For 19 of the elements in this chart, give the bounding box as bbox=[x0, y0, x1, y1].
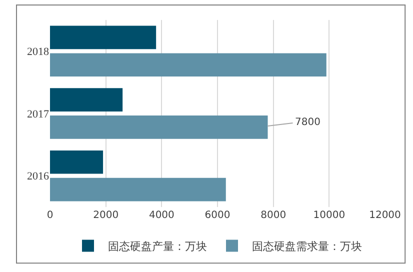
legend-label: 固态硬盘产量：万块 bbox=[108, 240, 207, 254]
data-label: 7800 bbox=[295, 117, 320, 128]
y-tick-label: 2016 bbox=[27, 170, 50, 183]
bar bbox=[50, 178, 226, 202]
bar bbox=[50, 53, 326, 77]
bar bbox=[50, 88, 123, 112]
x-tick-label: 12000 bbox=[369, 210, 401, 221]
x-tick-label: 0 bbox=[46, 210, 54, 221]
y-tick-label: 2017 bbox=[27, 108, 50, 120]
bar bbox=[50, 26, 156, 50]
x-tick-label: 4000 bbox=[148, 210, 174, 221]
x-tick-label: 10000 bbox=[313, 210, 346, 221]
x-tick-label: 6000 bbox=[204, 210, 230, 221]
bar bbox=[50, 150, 104, 174]
x-tick-label: 2000 bbox=[93, 210, 119, 221]
x-tick-label: 8000 bbox=[260, 210, 286, 221]
bar bbox=[50, 116, 268, 139]
legend-label: 固态硬盘需求量：万块 bbox=[252, 240, 362, 254]
y-tick-label: 2018 bbox=[27, 46, 50, 58]
